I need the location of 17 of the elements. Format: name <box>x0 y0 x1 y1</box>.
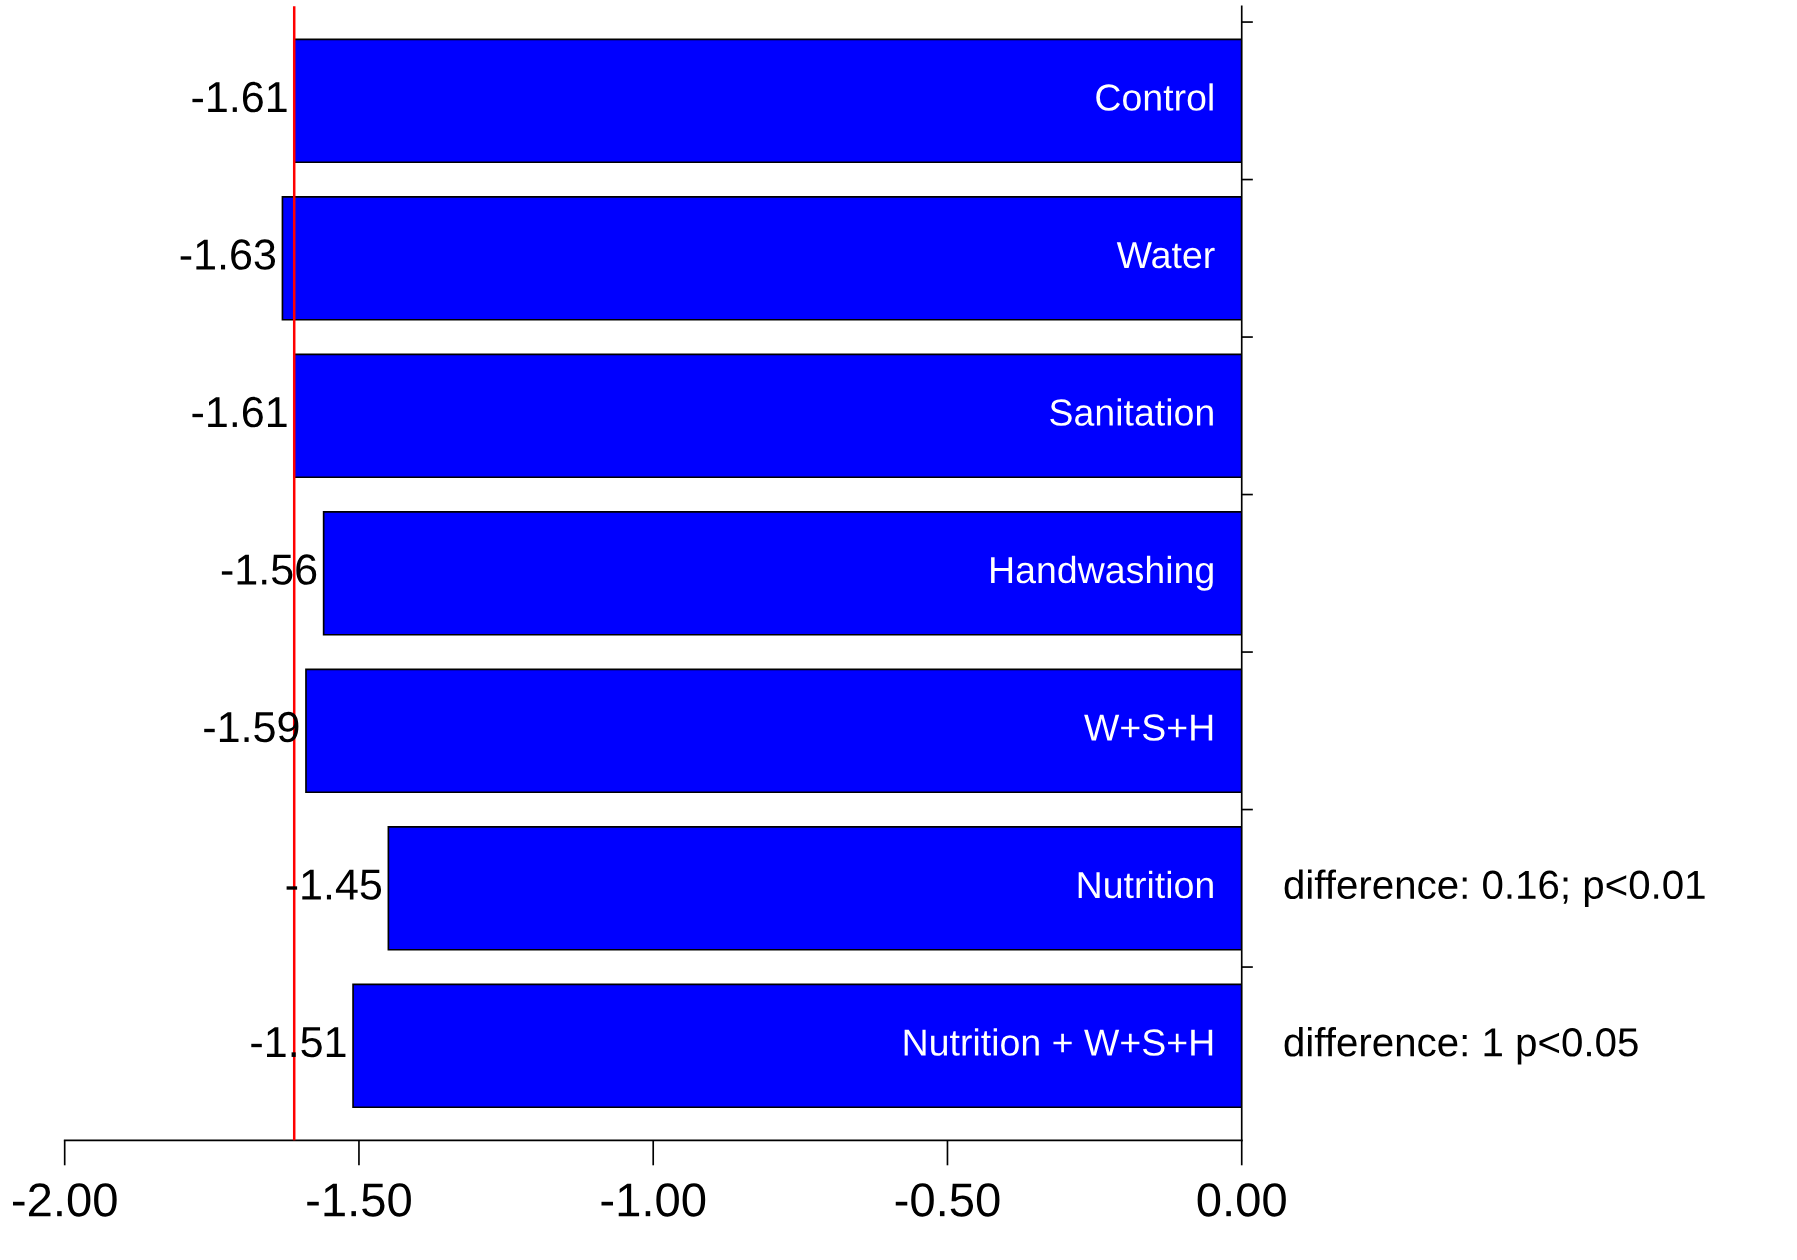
y-tick-label: Sanitation <box>1050 398 1213 426</box>
y-tick-label: Handwashing <box>991 555 1213 591</box>
y-tick-label: Nutrition + W+S+H <box>904 1028 1213 1056</box>
x-tick-label: -2.00 <box>12 1183 117 1217</box>
x-tick-label: -1.00 <box>601 1183 706 1217</box>
x-tick-label: -1.50 <box>307 1183 411 1217</box>
data-label: -1.61 <box>192 396 287 428</box>
y-tick-label: Nutrition <box>1078 870 1213 899</box>
x-tick-label: -0.50 <box>895 1183 1000 1217</box>
text: difference: 1 p<0.05 <box>1284 1027 1638 1065</box>
y-tick-label: Water <box>1116 242 1215 269</box>
data-label: -1.61 <box>192 81 287 113</box>
x-tick-label: 0.00 <box>1197 1183 1286 1217</box>
data-label: -1.63 <box>180 239 276 270</box>
text: difference: 0.16; p<0.01 <box>1284 869 1705 908</box>
y-tick-label: W+S+H <box>1084 714 1213 741</box>
y-tick-label: Control <box>1096 83 1213 111</box>
